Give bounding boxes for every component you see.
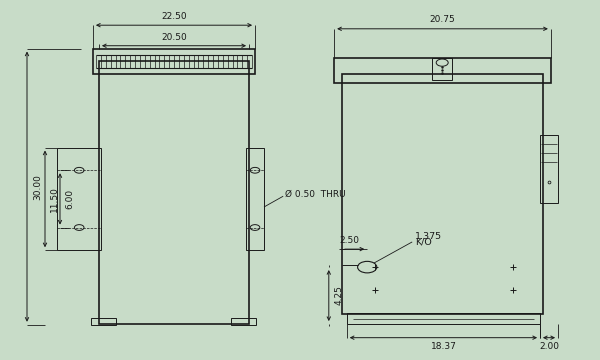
Bar	[246, 148, 264, 250]
Bar	[93, 49, 255, 74]
Bar	[99, 61, 249, 324]
Text: 4.25: 4.25	[335, 285, 344, 306]
Text: 2.00: 2.00	[539, 342, 559, 351]
Bar	[57, 148, 101, 250]
Bar	[342, 74, 543, 314]
Text: 11.50: 11.50	[50, 186, 59, 212]
Bar	[231, 318, 256, 325]
Text: 2.50: 2.50	[339, 236, 359, 245]
Text: 22.50: 22.50	[161, 12, 187, 21]
Text: 30.00: 30.00	[33, 174, 42, 199]
Text: K/O: K/O	[415, 238, 432, 247]
Bar	[347, 313, 540, 324]
Text: 6.00: 6.00	[65, 189, 74, 209]
Bar	[334, 58, 551, 83]
Bar	[540, 135, 558, 203]
Bar	[432, 58, 452, 80]
Text: 18.37: 18.37	[430, 342, 457, 351]
Bar	[91, 318, 116, 325]
Text: 20.75: 20.75	[430, 15, 455, 24]
Text: 20.50: 20.50	[161, 33, 187, 42]
Text: 1.375: 1.375	[415, 232, 442, 241]
Text: Ø 0.50  THRU: Ø 0.50 THRU	[285, 190, 346, 199]
